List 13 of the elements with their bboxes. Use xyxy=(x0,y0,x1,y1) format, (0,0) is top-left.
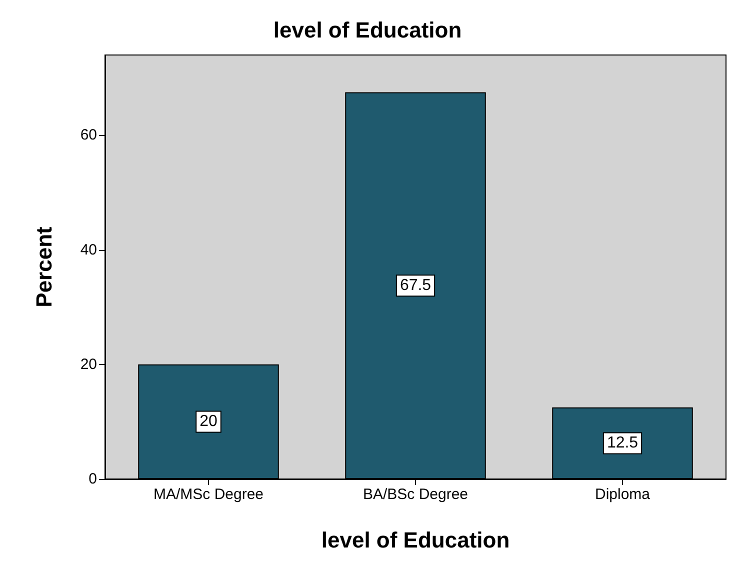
y-tick-label: 0 xyxy=(88,470,97,488)
data-label: 67.5 xyxy=(400,277,432,294)
x-tick-label: Diploma xyxy=(594,486,651,503)
y-axis-title: Percent xyxy=(32,226,56,308)
x-axis-title: level of Education xyxy=(321,528,510,552)
data-label: 20 xyxy=(200,413,218,430)
x-tick-label: MA/MSc Degree xyxy=(153,486,264,503)
chart-title: level of Education xyxy=(273,18,462,42)
y-tick-label: 20 xyxy=(80,356,97,373)
data-label: 12.5 xyxy=(606,434,638,452)
y-tick-label: 60 xyxy=(80,126,97,144)
y-tick-label: 40 xyxy=(80,241,97,258)
x-tick-label: BA/BSc Degree xyxy=(362,486,468,503)
